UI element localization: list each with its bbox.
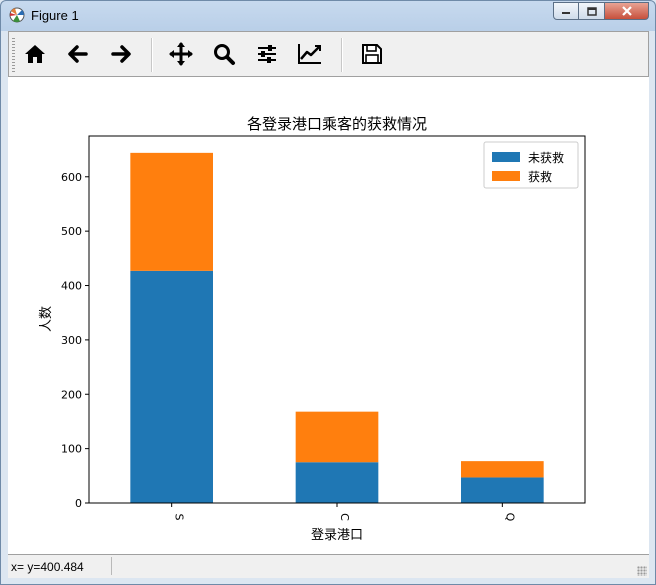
forward-button[interactable] xyxy=(105,38,137,70)
y-tick-label-0: 0 xyxy=(75,497,82,510)
bar-C-series-0 xyxy=(295,462,379,503)
client-area: 各登录港口乘客的获救情况 S C Q 0 100 200 300 400 500 600 未获救获… xyxy=(8,31,649,578)
legend-label-0: 未获救 xyxy=(528,150,564,165)
bar-S-series-0 xyxy=(130,270,213,503)
figure-canvas[interactable]: 各登录港口乘客的获救情况 S C Q 0 100 200 300 400 500 600 未获救获… xyxy=(8,77,649,554)
status-divider xyxy=(111,557,112,575)
home-icon xyxy=(25,45,45,63)
y-tick-label-500: 500 xyxy=(61,225,82,238)
y-tick-label-600: 600 xyxy=(61,171,82,184)
navigation-toolbar xyxy=(8,31,649,77)
y-axis-label: 人数 xyxy=(39,306,54,332)
chart-title: 各登录港口乘客的获救情况 xyxy=(247,115,427,133)
magnifier-icon xyxy=(214,44,235,65)
arrow-right-icon xyxy=(111,45,131,63)
toolbar-separator xyxy=(341,38,343,72)
y-tick-label-200: 200 xyxy=(61,388,82,401)
x-tick-label-S: S xyxy=(173,514,186,521)
save-button[interactable] xyxy=(356,38,388,70)
edit-axis-button[interactable] xyxy=(294,38,326,70)
floppy-disk-icon xyxy=(362,44,382,64)
close-button[interactable] xyxy=(605,2,649,20)
subplots-button[interactable] xyxy=(251,38,283,70)
plot-area-frame xyxy=(88,135,586,504)
minimize-button[interactable] xyxy=(553,2,579,20)
matplotlib-app-icon xyxy=(9,7,25,23)
toolbar-separator xyxy=(151,38,153,72)
legend-swatch-0 xyxy=(492,152,520,162)
y-tick-label-300: 300 xyxy=(61,334,82,347)
maximize-icon xyxy=(586,6,597,16)
back-button[interactable] xyxy=(62,38,94,70)
zoom-button[interactable] xyxy=(208,38,240,70)
stacked-bar-chart: 各登录港口乘客的获救情况 S C Q 0 100 200 300 400 500 600 未获救获… xyxy=(39,115,586,543)
cursor-coordinates: x= y=400.484 xyxy=(11,560,84,574)
legend-swatch-1 xyxy=(492,171,520,181)
close-icon xyxy=(621,6,632,16)
window-title: Figure 1 xyxy=(31,8,79,23)
arrow-left-icon xyxy=(68,45,88,63)
pan-button[interactable] xyxy=(165,38,197,70)
move-icon xyxy=(169,42,193,66)
bar-Q-series-0 xyxy=(461,477,544,503)
legend-label-1: 获救 xyxy=(528,169,552,184)
resize-grip[interactable] xyxy=(637,566,647,576)
y-tick-label-100: 100 xyxy=(61,443,82,456)
sliders-icon xyxy=(258,45,276,63)
bar-C-series-1 xyxy=(295,411,379,463)
home-button[interactable] xyxy=(19,38,51,70)
maximize-button[interactable] xyxy=(579,2,605,20)
x-tick-label-C: C xyxy=(338,513,351,521)
window-controls xyxy=(553,2,649,22)
minimize-icon xyxy=(562,12,570,14)
x-tick-label-Q: Q xyxy=(503,513,516,522)
bar-S-series-1 xyxy=(130,152,213,271)
status-bar: x= y=400.484 xyxy=(8,554,649,578)
toolbar-grip[interactable] xyxy=(12,38,15,72)
y-tick-label-400: 400 xyxy=(61,280,82,293)
line-chart-icon xyxy=(298,44,321,64)
x-axis-label: 登录港口 xyxy=(311,528,363,543)
bar-Q-series-1 xyxy=(461,461,544,478)
title-bar[interactable]: Figure 1 xyxy=(1,1,655,31)
